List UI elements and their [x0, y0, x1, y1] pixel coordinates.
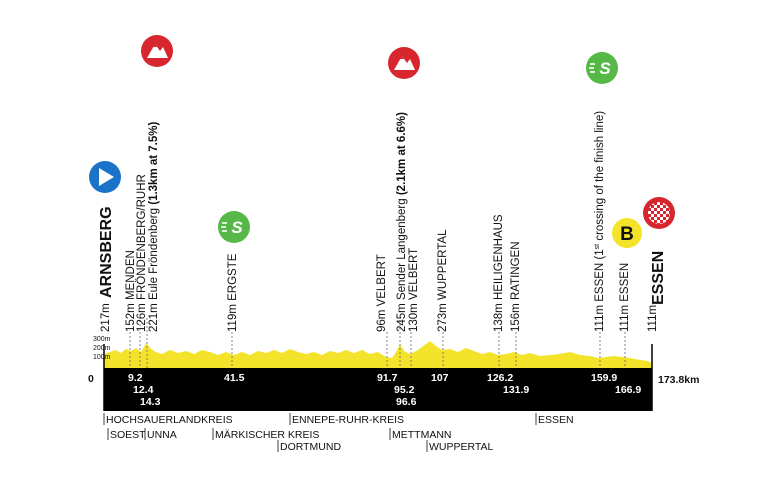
bonus-marker-icon: B: [612, 218, 642, 248]
km-wuppertal: 107: [431, 372, 449, 384]
label-velbert-1: 96m VELBERT: [376, 254, 388, 332]
label-ergste: 119m ERGSTE: [227, 253, 239, 332]
finish-marker-icon: [643, 197, 675, 229]
start-marker-icon: [89, 161, 121, 193]
sprint-marker-icon: S: [218, 211, 250, 243]
region-mettmann: METTMANN: [392, 429, 452, 441]
label-eule: 221m Eule Fröndenberg (1.3km at 7.5%): [148, 122, 160, 332]
region-wuppertal: WUPPERTAL: [429, 441, 494, 453]
region-unna: UNNA: [147, 429, 177, 441]
region-hochsauerlandkreis: HOCHSAUERLANDKREIS: [106, 414, 233, 426]
climb-marker-icon-2: [388, 47, 420, 79]
distance-band: [104, 368, 652, 411]
km-eule: 14.3: [140, 396, 161, 408]
km-menden: 9.2: [128, 372, 143, 384]
label-ratingen: 156m RATINGEN: [510, 241, 522, 332]
km-total: 173.8km: [658, 374, 699, 386]
alt-axis-200: 200m: [93, 345, 111, 352]
elevation-profile: [104, 341, 652, 368]
label-arnsberg-name: ARNSBERG: [98, 206, 115, 298]
alt-axis-100: 100m: [93, 354, 111, 361]
region-labels: HOCHSAUERLANDKREIS SOEST UNNA MÄRKISCHER…: [103, 413, 574, 453]
region-maerkischer-kreis: MÄRKISCHER KREIS: [215, 429, 319, 441]
km-velbert-1: 91.7: [377, 372, 398, 384]
km-langenberg: 95.2: [394, 384, 415, 396]
label-langenberg: 245m Sender Langenberg (2.1km at 6.6%): [396, 112, 408, 332]
km-heiligenhaus: 126.2: [487, 372, 513, 384]
label-menden: 152m MENDEN: [125, 250, 137, 332]
climb-marker-icon: [141, 35, 173, 67]
km-start: 0: [88, 373, 94, 385]
label-essen-2: 111m ESSEN: [619, 263, 631, 332]
label-essen-finish-alt: 111m: [647, 305, 659, 332]
sprint-letter-2: S: [599, 59, 611, 78]
region-dortmund: DORTMUND: [280, 441, 341, 453]
sprint-marker-icon-2: S: [586, 52, 618, 84]
region-essen: ESSEN: [538, 414, 574, 426]
region-soest: SOEST: [110, 429, 146, 441]
label-arnsberg-alt: 217m: [100, 303, 112, 332]
label-velbert-2: 130m VELBERT: [408, 248, 420, 332]
bonus-letter: B: [620, 224, 634, 245]
label-essen-finish-name: ESSEN: [650, 251, 667, 305]
km-velbert-2: 96.6: [396, 396, 417, 408]
km-essen-2: 166.9: [615, 384, 641, 396]
km-ergste: 41.5: [224, 372, 245, 384]
km-essen-1: 159.9: [591, 372, 617, 384]
km-ratingen: 131.9: [503, 384, 529, 396]
label-wuppertal: 273m WUPPERTAL: [437, 229, 449, 332]
sprint-letter: S: [231, 218, 243, 237]
km-frondenberg: 12.4: [133, 384, 154, 396]
label-heiligenhaus: 138m HEILIGENHAUS: [493, 214, 505, 332]
region-ennepe-ruhr-kreis: ENNEPE-RUHR-KREIS: [292, 414, 404, 426]
label-frondenberg: 126m FRÖNDENBERG/RUHR: [136, 174, 148, 332]
point-guides: [129, 318, 626, 368]
label-essen-first-crossing: 111m ESSEN (1st crossing of the finish l…: [594, 111, 606, 332]
alt-axis-300: 300m: [93, 336, 111, 343]
